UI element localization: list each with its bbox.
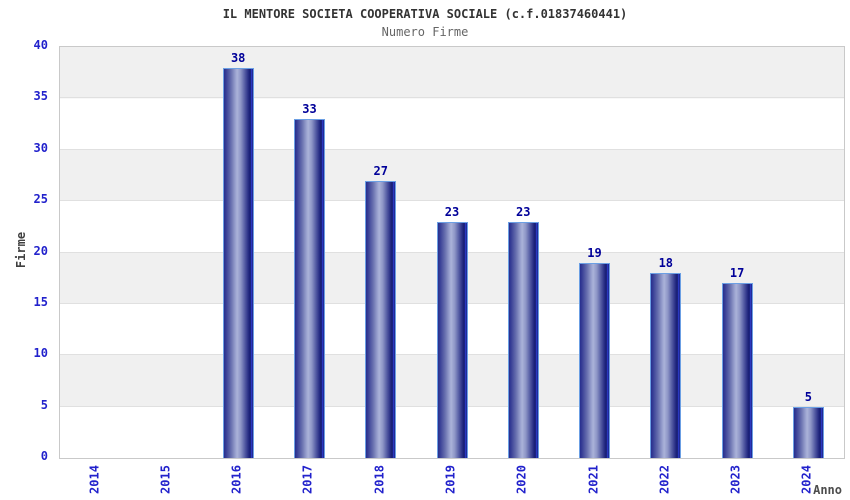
- y-tick-label-0: 0: [40, 449, 48, 463]
- bar-value-label-2016: 38: [230, 51, 246, 65]
- chart-subtitle: Numero Firme: [381, 25, 469, 39]
- x-tick-label-2022: 2022: [657, 465, 672, 494]
- x-tick-label-2015: 2015: [158, 465, 173, 494]
- y-tick-label-40: 40: [33, 38, 48, 52]
- y-tick-label-30: 30: [33, 140, 48, 155]
- y-tick-label-10: 10: [33, 346, 48, 361]
- bar-2018: [365, 181, 397, 458]
- bar-value-label-2023: 17: [729, 266, 745, 280]
- x-tick-label-2019: 2019: [443, 465, 458, 494]
- bar-2019: [436, 222, 468, 458]
- y-tick-label-5: 5: [40, 397, 48, 412]
- bar-value-label-2022: 18: [658, 256, 674, 270]
- gridline-25: [60, 200, 844, 202]
- x-tick-label-2018: 2018: [372, 465, 387, 494]
- bar-2022: [650, 273, 682, 458]
- gridline-35: [60, 97, 844, 99]
- y-tick-label-25: 25: [33, 192, 48, 207]
- bar-value-label-2021: 19: [587, 246, 602, 260]
- bar-value-label-2024: 5: [804, 390, 812, 404]
- y-tick-label-15: 15: [33, 294, 48, 309]
- bar-2017: [293, 119, 325, 458]
- bar-2020: [507, 222, 539, 458]
- x-axis-title: Anno: [813, 483, 842, 497]
- x-tick-label-2020: 2020: [514, 465, 529, 494]
- bar-2023: [721, 283, 753, 458]
- bar-value-label-2019: 23: [444, 205, 460, 219]
- x-tick-label-2016: 2016: [229, 465, 244, 494]
- x-tick-label-2024: 2024: [799, 465, 814, 494]
- x-tick-label-2021: 2021: [586, 465, 601, 494]
- bar-2016: [222, 68, 254, 458]
- bar-value-label-2017: 33: [302, 102, 317, 116]
- y-tick-label-20: 20: [33, 243, 48, 258]
- plot-area: 38 33 27 23 23 19 18 17 5: [59, 46, 845, 459]
- bar-value-label-2020: 23: [516, 205, 531, 219]
- x-tick-label-2023: 2023: [728, 465, 743, 494]
- chart-title: IL MENTORE SOCIETA COOPERATIVA SOCIALE (…: [222, 7, 628, 21]
- bar-value-label-2018: 27: [373, 164, 388, 178]
- bar-2021: [579, 263, 611, 458]
- gridline-30: [60, 148, 844, 150]
- x-tick-label-2014: 2014: [87, 465, 102, 494]
- y-tick-label-35: 35: [33, 89, 48, 104]
- x-tick-label-2017: 2017: [300, 465, 315, 494]
- bar-2024: [792, 407, 824, 458]
